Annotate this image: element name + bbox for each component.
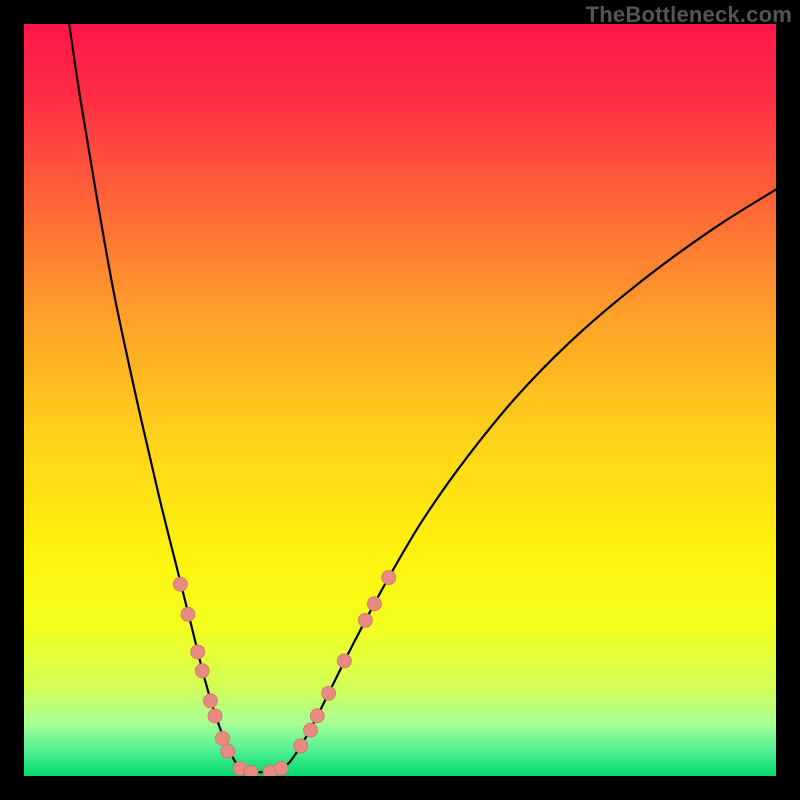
data-marker	[195, 664, 209, 678]
data-marker	[367, 597, 381, 611]
data-marker	[358, 613, 372, 627]
data-marker	[322, 686, 336, 700]
data-marker	[294, 739, 308, 753]
chart-svg	[24, 24, 776, 776]
image-frame: TheBottleneck.com	[0, 0, 800, 800]
data-marker	[304, 723, 318, 737]
data-marker	[208, 709, 222, 723]
data-marker	[204, 694, 218, 708]
data-marker	[244, 765, 258, 776]
data-marker	[382, 570, 396, 584]
data-marker	[274, 761, 288, 775]
data-marker	[191, 645, 205, 659]
data-marker	[181, 607, 195, 621]
data-marker	[310, 709, 324, 723]
data-marker	[216, 731, 230, 745]
data-marker	[173, 577, 187, 591]
chart-area	[24, 24, 776, 776]
data-marker	[337, 654, 351, 668]
watermark-text: TheBottleneck.com	[586, 2, 792, 28]
data-marker	[221, 744, 235, 758]
